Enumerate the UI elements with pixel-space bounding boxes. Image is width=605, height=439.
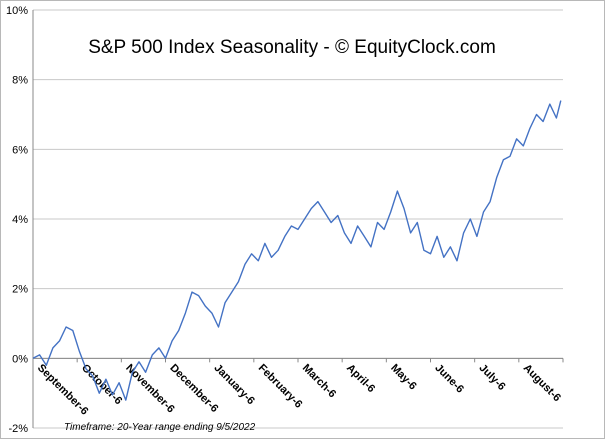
y-tick-label: 10%: [6, 5, 28, 17]
x-tick-label: June-6: [432, 362, 466, 396]
y-tick-label: 8%: [12, 75, 28, 87]
y-tick-label: -2%: [8, 423, 28, 435]
x-tick-label: January-6: [212, 362, 257, 407]
chart-footnote: Timeframe: 20-Year range ending 9/5/2022: [64, 422, 256, 433]
x-tick-label: March-6: [300, 362, 338, 400]
x-tick-label: July-6: [477, 362, 508, 393]
series-line: [32, 100, 562, 401]
x-tick-label: May-6: [388, 362, 419, 393]
chart-title: S&P 500 Index Seasonality - © EquityCloc…: [88, 37, 496, 58]
x-tick-label: February-6: [256, 362, 305, 411]
x-tick-label: April-6: [344, 362, 377, 395]
y-tick-label: 4%: [12, 214, 28, 226]
y-tick-label: 0%: [12, 353, 28, 365]
y-tick-label: 6%: [12, 144, 28, 156]
x-tick-label: August-6: [521, 362, 563, 404]
y-tick-labels: -2% 0% 2% 4% 6% 8% 10%: [6, 5, 28, 435]
x-tick-labels: September-6October-6November-6December-6…: [32, 358, 564, 418]
y-tick-label: 2%: [12, 284, 28, 296]
